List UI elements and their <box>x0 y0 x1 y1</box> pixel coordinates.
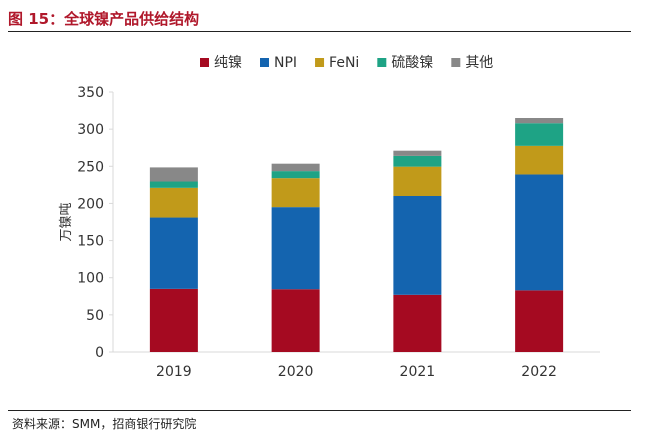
bar-segment-2020-硫酸镍 <box>271 171 320 179</box>
y-tick-label: 250 <box>77 159 104 175</box>
x-tick-label: 2020 <box>278 364 314 380</box>
bar-segment-2019-其他 <box>149 167 198 182</box>
bar-segment-2021-硫酸镍 <box>393 155 442 167</box>
bar-segment-2019-纯镍 <box>149 288 198 352</box>
y-tick-label: 150 <box>77 234 104 250</box>
bar-segment-2020-NPI <box>271 207 320 290</box>
legend-label: 其他 <box>465 55 493 71</box>
bottom-rule <box>8 410 631 411</box>
bar-segment-2020-其他 <box>271 163 320 172</box>
bar-segment-2022-其他 <box>515 118 564 124</box>
top-rule <box>8 31 631 32</box>
y-tick-label: 100 <box>77 271 104 287</box>
figure-title: 图 15：全球镍产品供给结构 <box>8 10 200 28</box>
y-tick-label: 50 <box>86 308 104 324</box>
y-axis-label: 万镍吨 <box>59 202 74 241</box>
bar-segment-2022-纯镍 <box>515 290 564 352</box>
bar-segment-2019-NPI <box>149 217 198 289</box>
bar-segment-2022-NPI <box>515 174 564 291</box>
x-tick-label: 2019 <box>156 364 192 380</box>
bar-segment-2021-其他 <box>393 150 442 156</box>
legend-label: 硫酸镍 <box>391 55 433 71</box>
legend-swatch <box>377 58 387 67</box>
legend-swatch <box>260 58 269 67</box>
source-note: 资料来源：SMM，招商银行研究院 <box>12 417 197 431</box>
y-tick-label: 200 <box>77 196 104 212</box>
bar-segment-2022-硫酸镍 <box>515 123 564 146</box>
x-tick-label: 2021 <box>400 364 436 380</box>
legend-swatch <box>200 58 209 67</box>
y-tick-label: 300 <box>77 122 104 138</box>
bar-segment-2021-纯镍 <box>393 294 442 352</box>
y-tick-label: 350 <box>77 85 104 101</box>
legend-label: NPI <box>274 55 297 71</box>
legend-label: 纯镍 <box>214 55 242 71</box>
y-tick-label: 0 <box>95 345 104 361</box>
x-tick-label: 2022 <box>521 364 557 380</box>
legend-swatch <box>315 58 325 67</box>
bar-segment-2022-FeNi <box>515 145 564 175</box>
bar-segment-2021-FeNi <box>393 166 442 196</box>
bar-segment-2021-NPI <box>393 196 442 295</box>
bar-segment-2020-纯镍 <box>271 289 320 352</box>
legend-swatch <box>451 58 461 67</box>
bar-segment-2020-FeNi <box>271 178 320 208</box>
legend-label: FeNi <box>329 55 359 71</box>
bar-segment-2019-硫酸镍 <box>149 181 198 188</box>
bar-segment-2019-FeNi <box>149 187 198 218</box>
